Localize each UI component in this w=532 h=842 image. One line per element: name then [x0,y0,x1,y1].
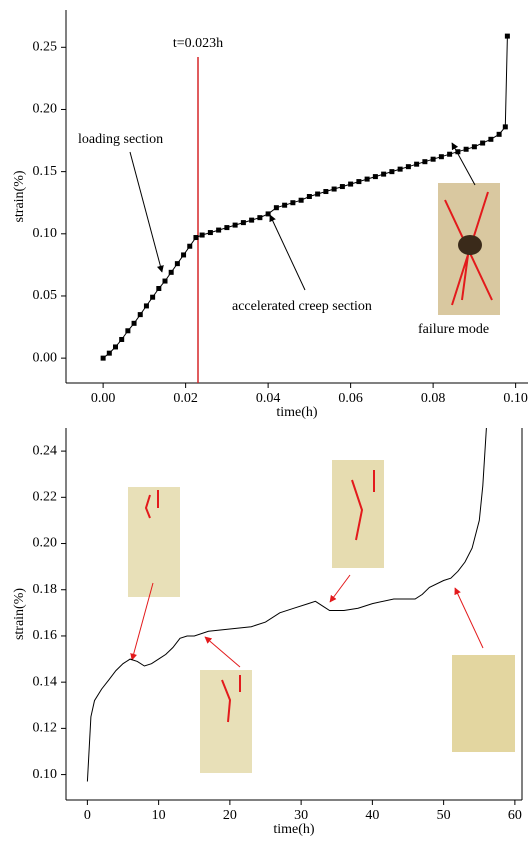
data-point [447,152,452,157]
data-point [274,205,279,210]
data-point [373,174,378,179]
data-point [472,144,477,149]
y-tick-label: 0.14 [33,674,58,689]
data-point [365,177,370,182]
data-point [422,159,427,164]
photo-inset [128,460,515,773]
data-point [113,344,118,349]
data-point [497,132,502,137]
x-tick-label: 0.04 [256,391,281,406]
annotation: accelerated creep section [232,299,372,314]
x-tick-label: 60 [508,808,522,823]
data-point [398,167,403,172]
data-point [315,192,320,197]
data-point [144,303,149,308]
data-point [224,225,229,230]
data-point [282,203,287,208]
photo-failure [438,183,500,315]
annotation: failure mode [418,322,489,337]
y-tick-label: 0.18 [33,582,58,597]
data-point [138,312,143,317]
vline-label: t=0.023h [173,36,223,51]
data-point [249,218,254,223]
data-point [332,187,337,192]
y-tick-label: 0.16 [33,628,58,643]
data-point [503,124,508,129]
x-tick-label: 40 [365,808,379,823]
y-tick-label: 0.24 [33,443,58,458]
data-point [119,337,124,342]
y-tick-label: 0.10 [33,226,58,241]
x-axis-label: time(h) [276,405,318,420]
data-point [107,351,112,356]
data-point [175,261,180,266]
data-point [505,34,510,39]
data-point [132,321,137,326]
y-tick-label: 0.25 [33,40,58,55]
x-tick-label: 20 [223,808,237,823]
data-point [187,244,192,249]
y-tick-label: 0.00 [33,350,58,365]
y-axis-label: strain(%) [12,170,27,222]
data-point [381,172,386,177]
data-point [241,220,246,225]
data-point [323,189,328,194]
data-point [414,162,419,167]
x-tick-label: 0 [84,808,91,823]
figure: 0.00 0.05 0.10 0.15 0.20 0.25 0.00 0.02 0.04 0.06… [0,0,532,842]
data-point [290,200,295,205]
y-axis-label: strain(%) [12,588,27,640]
annotation: loading section [78,132,163,147]
x-tick-label: 0.08 [421,391,446,406]
data-point [181,252,186,257]
y-tick-label: 0.10 [33,767,58,782]
x-tick-label: 0.02 [173,391,198,406]
y-tick-label: 0.05 [33,288,58,303]
data-point [125,328,130,333]
data-point [156,286,161,291]
data-point [307,194,312,199]
data-point [101,356,106,361]
data-point [169,270,174,275]
x-tick-label: 10 [152,808,166,823]
data-point [455,149,460,154]
data-point [193,235,198,240]
data-point [431,157,436,162]
x-tick-label: 50 [437,808,451,823]
data-point [488,137,493,142]
data-point [340,184,345,189]
y-tick-label: 0.15 [33,164,58,179]
data-point [480,141,485,146]
data-point [150,295,155,300]
x-axis-label: time(h) [273,822,315,837]
data-point [389,169,394,174]
y-tick-label: 0.22 [33,490,58,505]
y-tick-label: 0.12 [33,721,58,736]
data-point [356,179,361,184]
x-tick-label: 0.06 [338,391,363,406]
x-tick-label: 0.00 [91,391,116,406]
data-point [406,164,411,169]
data-point [348,182,353,187]
data-point [257,215,262,220]
data-point [208,230,213,235]
data-point [266,211,271,216]
data-point [299,198,304,203]
y-tick-label: 0.20 [33,102,58,117]
data-point [464,147,469,152]
data-point [216,228,221,233]
y-tick-label: 0.20 [33,536,58,551]
data-point [200,233,205,238]
x-tick-label: 0.10 [503,391,528,406]
data-point [439,154,444,159]
data-point [163,279,168,284]
data-point [233,223,238,228]
x-tick-label: 30 [294,808,308,823]
